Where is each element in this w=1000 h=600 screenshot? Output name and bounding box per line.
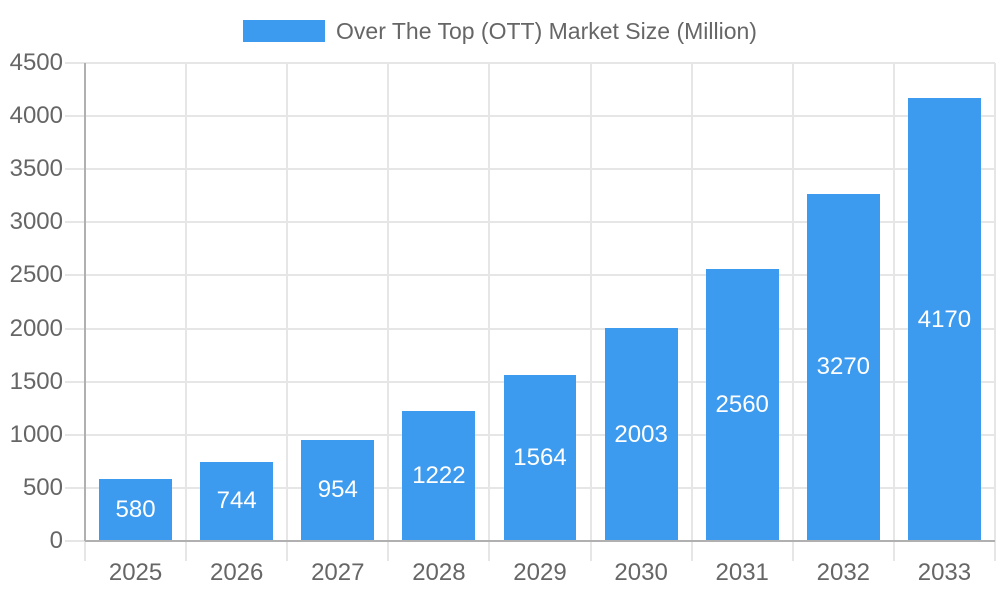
x-tick <box>185 541 188 561</box>
y-tick-label: 2500 <box>9 261 63 289</box>
y-tick-label: 2000 <box>9 314 63 342</box>
x-tick <box>387 541 390 561</box>
bar-value-label: 954 <box>317 476 358 504</box>
bar-value-label: 3270 <box>816 353 871 381</box>
x-tick-label: 2025 <box>108 559 163 586</box>
y-axis-line <box>84 63 86 541</box>
h-gridline <box>85 274 995 277</box>
x-tick-label: 2031 <box>715 559 769 586</box>
bar-2029[interactable] <box>503 374 577 541</box>
y-tick <box>65 540 85 542</box>
y-tick <box>65 274 85 277</box>
legend-swatch-icon <box>243 20 326 42</box>
v-gridline <box>286 63 289 541</box>
bar-2027[interactable] <box>301 439 375 541</box>
bar-value-label: 4170 <box>917 305 972 333</box>
h-gridline <box>85 221 995 224</box>
x-tick-label: 2028 <box>412 559 466 586</box>
bar-2028[interactable] <box>402 411 476 541</box>
x-axis-baseline <box>85 540 995 542</box>
h-gridline <box>85 115 995 118</box>
x-tick-label: 2032 <box>816 559 871 586</box>
bar-value-label: 580 <box>115 496 156 524</box>
y-tick-label: 3500 <box>9 155 63 183</box>
v-gridline <box>892 63 895 541</box>
bar-2026[interactable] <box>200 461 274 541</box>
h-gridline <box>85 62 995 64</box>
y-tick-label: 1500 <box>9 367 63 395</box>
bar-2030[interactable] <box>604 328 678 541</box>
x-tick <box>84 541 86 561</box>
h-gridline <box>85 168 995 171</box>
v-gridline <box>791 63 794 541</box>
x-tick <box>994 541 996 561</box>
y-tick <box>65 62 85 64</box>
y-tick-label: 1000 <box>9 420 63 448</box>
v-gridline <box>589 63 592 541</box>
y-tick-label: 0 <box>49 527 63 554</box>
y-tick-label: 3000 <box>9 208 63 236</box>
v-gridline <box>387 63 390 541</box>
x-tick-label: 2030 <box>614 559 668 586</box>
y-tick <box>65 433 85 436</box>
v-gridline <box>185 63 188 541</box>
legend-label: Over The Top (OTT) Market Size (Million) <box>336 18 757 44</box>
bar-value-label: 1222 <box>412 462 466 490</box>
x-tick-label: 2029 <box>513 559 567 586</box>
x-tick <box>690 541 693 561</box>
y-tick <box>65 380 85 383</box>
x-tick <box>286 541 289 561</box>
bar-value-label: 2003 <box>614 420 668 448</box>
bar-2031[interactable] <box>705 269 779 541</box>
h-gridline <box>85 327 995 330</box>
y-tick-label: 4500 <box>9 49 63 76</box>
legend-item[interactable]: Over The Top (OTT) Market Size (Million) <box>243 17 757 45</box>
y-tick-label: 500 <box>22 473 63 501</box>
x-tick <box>892 541 895 561</box>
v-gridline <box>690 63 693 541</box>
bar-2032[interactable] <box>806 193 880 541</box>
x-tick <box>791 541 794 561</box>
x-tick <box>589 541 592 561</box>
x-tick-label: 2027 <box>311 559 365 586</box>
y-tick <box>65 168 85 171</box>
bar-2025[interactable] <box>99 479 172 541</box>
y-tick <box>65 221 85 224</box>
y-tick-label: 4000 <box>9 102 63 130</box>
x-tick-label: 2026 <box>209 559 264 586</box>
y-tick <box>65 115 85 118</box>
y-tick <box>65 486 85 489</box>
v-gridline <box>994 63 996 541</box>
x-tick-label: 2033 <box>917 559 972 586</box>
bar-value-label: 744 <box>216 487 257 515</box>
x-tick <box>488 541 491 561</box>
bar-2033[interactable] <box>908 98 981 541</box>
bar-value-label: 1564 <box>513 443 567 471</box>
y-tick <box>65 327 85 330</box>
bar-value-label: 2560 <box>715 391 769 419</box>
legend: Over The Top (OTT) Market Size (Million) <box>0 17 1000 45</box>
v-gridline <box>488 63 491 541</box>
